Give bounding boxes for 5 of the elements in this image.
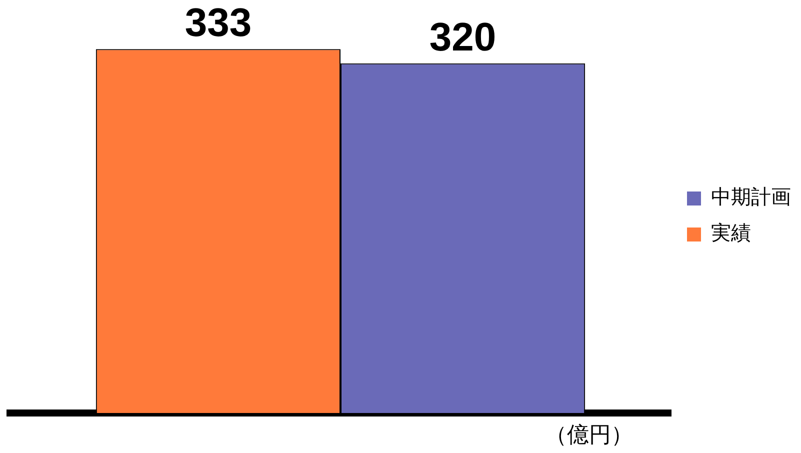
legend-label: 中期計画	[711, 184, 791, 209]
text: （億円）	[545, 422, 633, 450]
data-label: 320	[429, 15, 496, 60]
legend-label: 実績	[711, 220, 751, 245]
data-label: 333	[184, 1, 252, 46]
